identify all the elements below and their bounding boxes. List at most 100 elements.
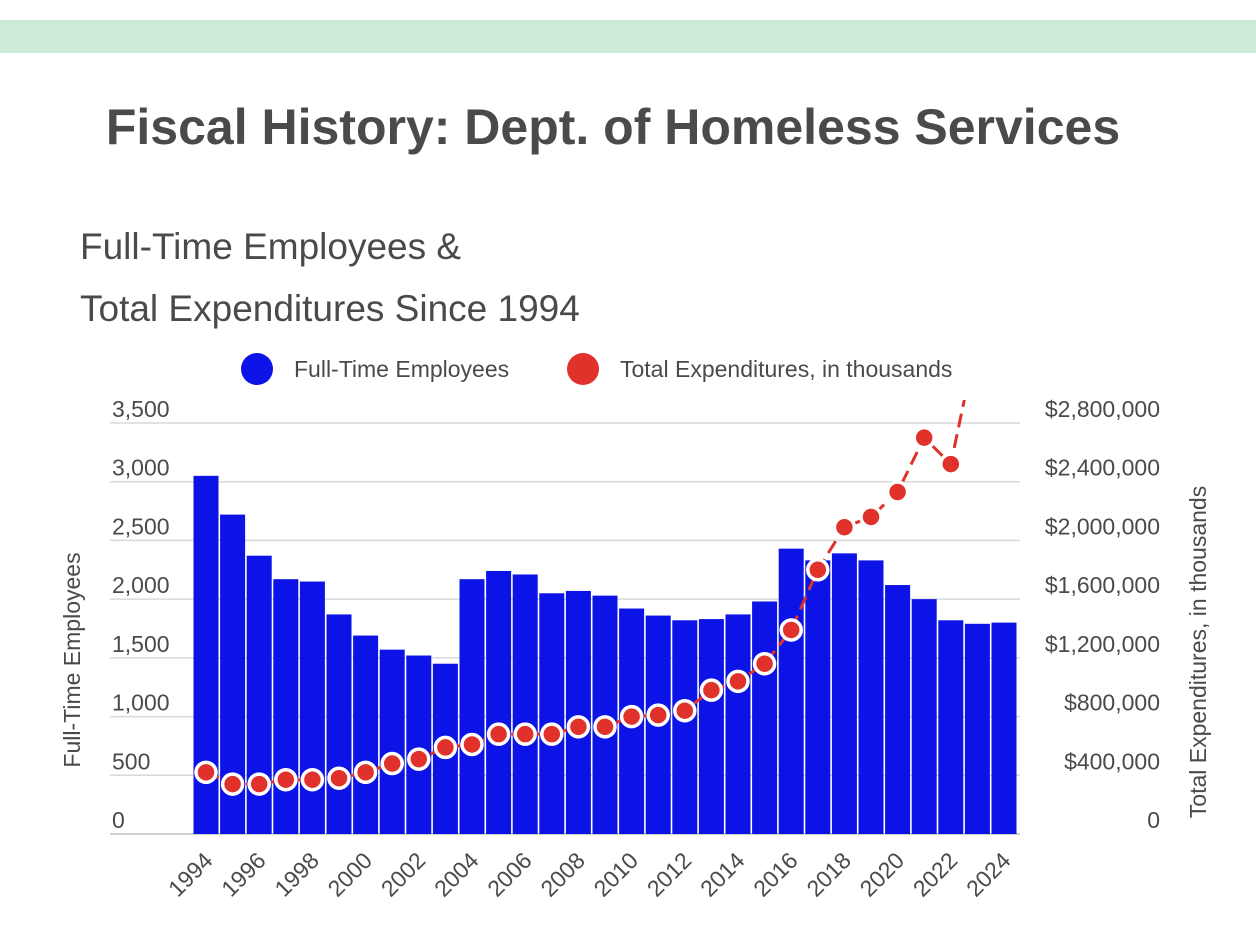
expenditure-point — [433, 735, 458, 760]
left-axis-ticks: 0 500 1,000 1,500 2,000 2,500 3,000 3,500 — [112, 396, 170, 833]
expenditure-point — [486, 722, 511, 746]
right-tick-label: 0 — [1147, 807, 1160, 833]
bar — [725, 614, 751, 834]
right-tick-label: $2,800,000 — [1045, 396, 1160, 422]
expenditure-point — [247, 772, 271, 796]
bar — [752, 601, 778, 834]
bar — [592, 595, 618, 834]
bar — [539, 593, 565, 834]
expenditure-point — [619, 704, 644, 729]
right-tick-label: $1,200,000 — [1045, 631, 1160, 657]
bar — [831, 553, 857, 834]
right-axis-title: Total Expenditures, in thousands — [1185, 486, 1211, 818]
legend: Full-Time Employees Total Expenditures, … — [241, 353, 952, 385]
x-tick-label: 2018 — [801, 847, 856, 902]
left-tick-label: 1,000 — [112, 690, 170, 716]
x-tick-label: 2024 — [961, 847, 1016, 902]
line-series-expenditures — [194, 400, 966, 796]
bar — [486, 570, 512, 834]
x-tick-label: 2022 — [908, 847, 963, 902]
right-tick-label: $2,400,000 — [1045, 455, 1160, 481]
x-tick-label: 1994 — [163, 847, 218, 902]
expenditure-point — [673, 698, 697, 723]
x-tick-label: 2016 — [748, 847, 803, 902]
x-tick-label: 2008 — [535, 847, 590, 902]
left-tick-label: 1,500 — [112, 631, 170, 657]
left-tick-label: 2,500 — [112, 513, 170, 539]
x-tick-label: 2012 — [642, 847, 697, 902]
bar — [353, 635, 379, 834]
expenditure-point — [194, 760, 218, 785]
expenditure-point — [460, 732, 484, 757]
expenditure-point — [353, 760, 378, 785]
bar — [991, 622, 1017, 834]
right-axis-ticks: 0 $400,000 $800,000 $1,200,000 $1,600,000 $2,… — [1045, 396, 1160, 833]
expenditure-point — [752, 651, 777, 676]
expenditure-point — [726, 669, 750, 694]
subtitle-line-2: Total Expenditures Since 1994 — [80, 288, 580, 329]
left-axis-title: Full-Time Employees — [59, 552, 85, 767]
bar — [964, 623, 990, 834]
left-tick-label: 3,000 — [112, 455, 170, 481]
right-tick-label: $1,600,000 — [1045, 572, 1160, 598]
bar — [858, 560, 884, 834]
bar — [459, 579, 485, 834]
expenditure-point — [779, 618, 803, 642]
expenditure-point — [566, 715, 591, 739]
x-tick-label: 2006 — [482, 847, 537, 902]
expenditure-point — [699, 678, 724, 702]
x-axis-ticks: 1994199619982000200220042006200820102012… — [163, 847, 1016, 902]
expenditure-point — [646, 703, 670, 727]
x-tick-label: 2010 — [589, 847, 644, 902]
x-tick-label: 2004 — [429, 847, 484, 902]
bar — [911, 599, 937, 834]
expenditure-point — [859, 505, 883, 529]
top-color-band — [0, 20, 1256, 53]
bar — [698, 619, 724, 834]
x-tick-label: 2002 — [376, 847, 431, 902]
bar — [885, 585, 911, 834]
bar — [406, 655, 432, 834]
page-title: Fiscal History: Dept. of Homeless Servic… — [105, 99, 1121, 155]
expenditure-point — [832, 515, 857, 539]
legend-swatch-employees — [241, 353, 273, 385]
x-tick-label: 1998 — [269, 847, 324, 902]
expenditure-point — [939, 452, 963, 476]
bar — [273, 579, 299, 834]
expenditure-point — [806, 558, 830, 582]
x-tick-label: 1996 — [216, 847, 271, 902]
expenditure-point — [274, 767, 298, 792]
expenditure-point — [300, 767, 325, 792]
expenditure-point — [540, 722, 564, 746]
x-tick-label: 2000 — [323, 847, 378, 902]
expenditure-point — [407, 747, 431, 771]
bar — [672, 620, 698, 834]
left-tick-label: 3,500 — [112, 396, 170, 422]
bar — [379, 649, 405, 834]
bar — [565, 590, 591, 834]
right-tick-label: $800,000 — [1064, 690, 1160, 716]
expenditure-point — [327, 766, 351, 790]
bar — [299, 581, 325, 834]
expenditure-point — [380, 751, 404, 776]
bar — [938, 620, 964, 834]
expenditure-point — [885, 480, 910, 504]
expenditure-point — [593, 715, 617, 739]
right-tick-label: $400,000 — [1064, 748, 1160, 774]
expenditure-point — [220, 772, 245, 796]
expenditure-point — [513, 722, 537, 746]
bar — [326, 614, 352, 834]
bar — [778, 548, 804, 834]
chart-subtitle: Full-Time Employees & Total Expenditures… — [80, 216, 580, 340]
left-tick-label: 0 — [112, 807, 125, 833]
legend-label-expenditures: Total Expenditures, in thousands — [620, 356, 952, 382]
legend-swatch-expenditures — [567, 353, 599, 385]
bar — [805, 560, 831, 834]
subtitle-line-1: Full-Time Employees & — [80, 226, 462, 267]
left-tick-label: 500 — [112, 748, 150, 774]
expenditure-point — [912, 425, 936, 450]
x-tick-label: 2020 — [855, 847, 910, 902]
legend-label-employees: Full-Time Employees — [294, 356, 509, 382]
bar — [512, 574, 538, 834]
